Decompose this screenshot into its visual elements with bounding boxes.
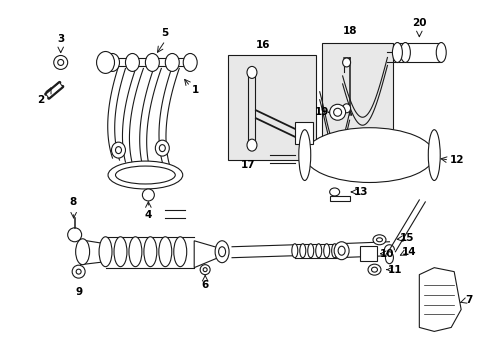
Ellipse shape — [333, 108, 341, 116]
Ellipse shape — [72, 265, 85, 278]
Text: 7: 7 — [465, 294, 472, 305]
Text: 6: 6 — [201, 280, 208, 289]
Ellipse shape — [76, 269, 81, 274]
Ellipse shape — [329, 104, 345, 120]
Text: 20: 20 — [411, 18, 426, 28]
Text: 11: 11 — [387, 265, 402, 275]
Text: 5: 5 — [162, 28, 168, 37]
Ellipse shape — [129, 237, 142, 267]
Ellipse shape — [115, 147, 121, 154]
Ellipse shape — [54, 55, 67, 69]
Ellipse shape — [145, 54, 159, 71]
Text: 16: 16 — [255, 40, 270, 50]
Text: 12: 12 — [449, 155, 464, 165]
Ellipse shape — [159, 237, 171, 267]
Ellipse shape — [315, 244, 321, 258]
Bar — [227, 55, 315, 160]
Bar — [397, 42, 440, 62]
Ellipse shape — [203, 268, 207, 272]
Ellipse shape — [304, 128, 433, 183]
Ellipse shape — [183, 54, 197, 71]
Ellipse shape — [376, 238, 382, 242]
Ellipse shape — [342, 104, 350, 113]
Ellipse shape — [108, 161, 183, 189]
Ellipse shape — [392, 42, 402, 62]
Ellipse shape — [298, 130, 310, 180]
Text: 1: 1 — [191, 85, 199, 95]
Text: 2: 2 — [37, 95, 44, 105]
Ellipse shape — [215, 241, 228, 263]
Text: 3: 3 — [57, 33, 64, 44]
Ellipse shape — [67, 228, 81, 242]
Ellipse shape — [159, 145, 165, 152]
Polygon shape — [419, 268, 460, 332]
Ellipse shape — [155, 140, 169, 156]
Ellipse shape — [246, 67, 256, 78]
Ellipse shape — [435, 42, 446, 62]
Ellipse shape — [58, 59, 63, 66]
Text: 8: 8 — [69, 197, 76, 207]
Ellipse shape — [333, 242, 348, 260]
Ellipse shape — [76, 239, 89, 265]
Text: 14: 14 — [401, 247, 416, 257]
Ellipse shape — [400, 42, 409, 62]
Text: 18: 18 — [342, 26, 356, 36]
Ellipse shape — [96, 51, 114, 73]
Text: 4: 4 — [144, 210, 152, 220]
Text: 13: 13 — [354, 187, 368, 197]
Ellipse shape — [427, 130, 439, 180]
Ellipse shape — [323, 244, 329, 258]
Ellipse shape — [342, 58, 350, 67]
Ellipse shape — [367, 264, 380, 275]
Ellipse shape — [246, 139, 256, 151]
Ellipse shape — [331, 244, 337, 258]
Ellipse shape — [143, 237, 157, 267]
Ellipse shape — [115, 166, 175, 184]
Ellipse shape — [200, 265, 210, 275]
Ellipse shape — [372, 235, 385, 245]
Polygon shape — [194, 241, 218, 268]
Ellipse shape — [173, 237, 186, 267]
Bar — [329, 196, 349, 201]
Ellipse shape — [218, 247, 225, 257]
Ellipse shape — [299, 244, 305, 258]
Bar — [294, 122, 312, 144]
Ellipse shape — [337, 246, 345, 255]
Ellipse shape — [307, 244, 313, 258]
Ellipse shape — [385, 252, 393, 264]
Ellipse shape — [165, 54, 179, 71]
Text: 9: 9 — [75, 287, 82, 297]
Polygon shape — [81, 240, 105, 265]
Text: 15: 15 — [399, 233, 414, 243]
Polygon shape — [46, 82, 62, 98]
Ellipse shape — [114, 237, 127, 267]
Text: 19: 19 — [314, 107, 328, 117]
Ellipse shape — [371, 267, 377, 272]
Ellipse shape — [111, 142, 125, 158]
Ellipse shape — [105, 54, 119, 71]
Ellipse shape — [291, 244, 297, 258]
Ellipse shape — [125, 54, 139, 71]
Bar — [321, 42, 393, 147]
Text: 10: 10 — [379, 249, 394, 259]
Bar — [359, 246, 377, 261]
Ellipse shape — [142, 189, 154, 201]
Ellipse shape — [329, 188, 339, 196]
Text: 17: 17 — [240, 160, 255, 170]
Ellipse shape — [99, 237, 112, 267]
